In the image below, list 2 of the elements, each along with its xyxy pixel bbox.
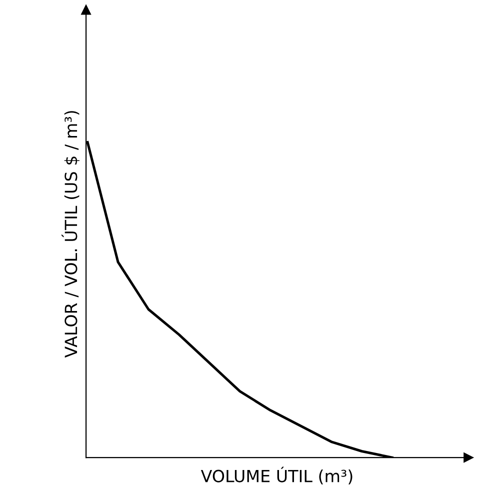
x-axis-title: VOLUME ÚTIL (m³) <box>200 466 352 484</box>
y-axis-title: VALOR / VOL. ÚTIL (US $ / m³) <box>62 111 80 358</box>
